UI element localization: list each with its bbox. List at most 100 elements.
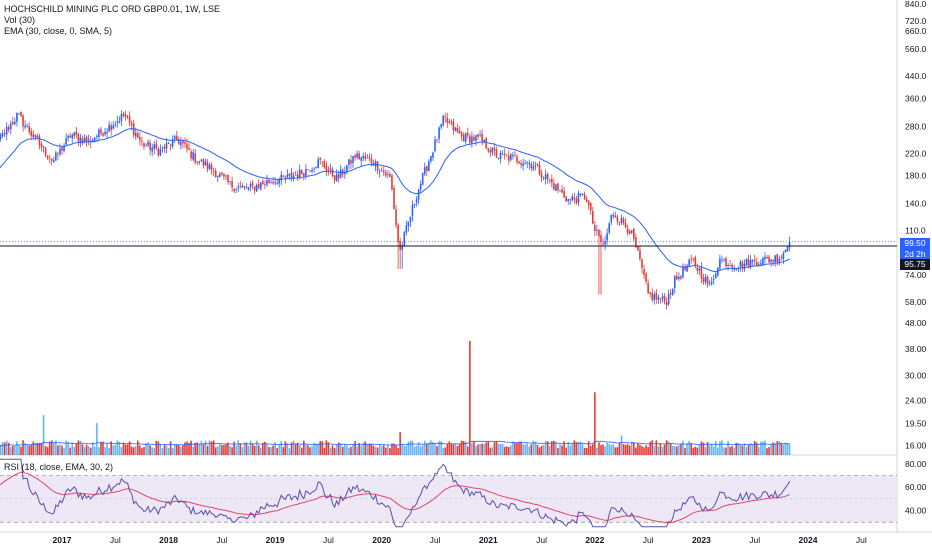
candle-body [430,156,432,162]
candle-body [382,170,385,173]
candle-body [735,269,738,270]
candle-body [596,229,598,231]
volume-bar [553,440,555,455]
volume-bar [104,447,106,455]
price-tick-label: 24.00 [905,395,927,405]
volume-bar [182,445,184,455]
candle-body [313,168,315,170]
volume-bar [251,443,254,455]
volume-bar [432,442,434,455]
volume-bar [141,448,143,455]
candle-body [28,126,31,133]
ema-legend[interactable]: EMA (30, close, 0, SMA, 5) [4,26,113,36]
candle-body [16,113,18,122]
candle-body [315,167,317,169]
candle-body [612,214,615,217]
rsi-legend[interactable]: RSI (18, close, EMA, 30, 2) [4,462,114,472]
candle-body [91,139,94,142]
volume-bar [735,442,738,455]
candle-body [753,260,756,262]
volume-bar [680,443,682,455]
candle-body [196,161,199,163]
volume-bar [673,446,676,455]
candle-body [630,230,633,233]
chart-title[interactable]: HOCHSCHILD MINING PLC ORD GBP0.01, 1W, L… [4,4,221,14]
candle-body [544,174,547,180]
volume-legend[interactable]: Vol (30) [4,15,36,25]
candle-body [171,139,174,147]
candle-body [448,121,451,123]
candle-body [75,131,78,135]
candle-body [501,153,504,155]
volume-bar [16,441,18,455]
volume-bar [0,444,2,455]
volume-bar [530,444,533,455]
candle-body [663,295,666,302]
candle-body [282,175,285,177]
volume-bar [428,442,430,455]
volume-bar [413,446,416,455]
volume-bar [692,447,695,455]
candle-body [514,155,516,157]
candle-body [22,115,24,127]
candle-body [132,123,135,136]
volume-bar [389,448,391,455]
time-tick-label: 2019 [266,535,285,545]
volume-bar [237,440,240,455]
candle-body [628,231,631,234]
candle-body [516,156,518,162]
volume-bar [606,442,608,455]
volume-bar [221,445,223,455]
candle-body [456,128,459,132]
candle-body [182,141,184,144]
volume-bar [618,442,621,455]
candle-body [409,216,412,223]
volume-bar [335,444,338,455]
volume-bar [772,442,774,455]
volume-bar [333,447,336,455]
candle-body [696,267,699,271]
candle-body [130,123,133,126]
time-tick-label: 2020 [372,535,391,545]
candle-body [399,241,401,250]
volume-bar [721,440,723,455]
volume-bar [149,445,151,455]
candle-body [323,161,326,168]
candle-body [436,139,438,140]
volume-bar [110,441,112,455]
time-tick-label: Jul [856,535,867,545]
candle-body [274,182,276,184]
price-tick-label: 110.0 [905,226,926,236]
candle-body [497,157,500,160]
candle-body [417,189,420,200]
candle-body [268,179,270,184]
volume-bar [518,441,520,455]
candle-body [710,281,713,284]
candle-body [719,258,721,269]
candle-body [690,259,692,260]
candle-body [706,276,709,285]
candle-body [559,190,561,192]
volume-bar [171,447,174,455]
volume-bar [319,441,322,455]
volume-bar [243,442,246,455]
candle-body [614,215,617,218]
candle-body [194,153,197,163]
volume-bar [85,444,88,455]
candle-body [471,136,473,144]
candle-body [405,225,408,233]
candle-body [362,156,365,159]
candle-body [175,135,178,140]
volume-bar [268,447,270,455]
candle-body [764,256,766,260]
candle-body [32,134,35,138]
candle-body [454,127,457,131]
volume-bar [202,443,205,455]
volume-bar [344,443,346,455]
volume-bar [659,443,662,455]
volume-bar [249,440,252,455]
candle-body [368,157,371,159]
candle-body [540,173,543,178]
volume-bar [323,447,326,455]
